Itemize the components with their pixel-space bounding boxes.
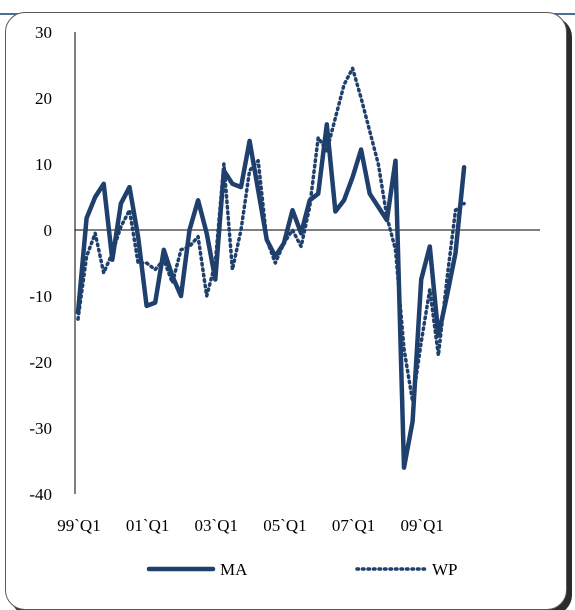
y-tick-label: -20	[29, 353, 52, 372]
x-tick-label: 07`Q1	[332, 516, 375, 535]
x-tick-label: 03`Q1	[195, 516, 238, 535]
x-tick-label: 99`Q1	[57, 516, 100, 535]
y-tick-label: 30	[35, 23, 52, 42]
legend-label-ma: MA	[220, 560, 248, 579]
legend-label-wp: WP	[432, 560, 458, 579]
y-tick-label: -10	[29, 287, 52, 306]
series-lines	[75, 66, 467, 470]
x-tick-label: 09`Q1	[400, 516, 443, 535]
series-line-wp	[76, 66, 466, 404]
y-tick-label: 20	[35, 89, 52, 108]
legend: MA WP	[146, 560, 458, 579]
series-line-ma	[75, 122, 467, 470]
y-tick-label: -30	[29, 419, 52, 438]
y-tick-label: 0	[44, 221, 53, 240]
x-axis-ticks: 99`Q1 01`Q1 03`Q1 05`Q1 07`Q1 09`Q1	[57, 516, 444, 535]
x-tick-label: 05`Q1	[263, 516, 306, 535]
y-axis-ticks: 30 20 10 0 -10 -20 -30 -40	[29, 23, 52, 504]
chart-frame	[5, 12, 567, 610]
y-tick-label: -40	[29, 485, 52, 504]
x-tick-label: 01`Q1	[126, 516, 169, 535]
y-tick-label: 10	[35, 155, 52, 174]
